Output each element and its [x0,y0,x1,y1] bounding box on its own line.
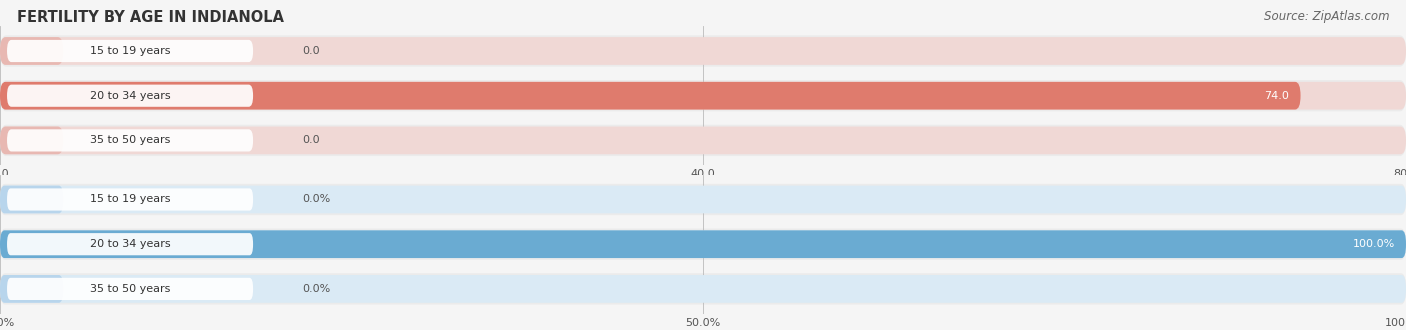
Text: 0.0: 0.0 [302,135,321,146]
Text: FERTILITY BY AGE IN INDIANOLA: FERTILITY BY AGE IN INDIANOLA [17,10,284,25]
FancyBboxPatch shape [0,230,1406,258]
FancyBboxPatch shape [0,82,1406,110]
FancyBboxPatch shape [0,184,1406,215]
Text: 100.0%: 100.0% [1353,239,1395,249]
FancyBboxPatch shape [0,126,1406,154]
FancyBboxPatch shape [7,84,253,107]
FancyBboxPatch shape [0,229,1406,260]
FancyBboxPatch shape [7,40,253,62]
Text: 15 to 19 years: 15 to 19 years [90,194,170,205]
FancyBboxPatch shape [0,230,1406,258]
FancyBboxPatch shape [7,188,253,211]
FancyBboxPatch shape [0,37,1406,65]
FancyBboxPatch shape [0,80,1406,111]
FancyBboxPatch shape [0,273,1406,305]
FancyBboxPatch shape [0,125,1406,156]
FancyBboxPatch shape [7,129,253,151]
FancyBboxPatch shape [0,82,1301,110]
Text: 20 to 34 years: 20 to 34 years [90,239,170,249]
FancyBboxPatch shape [0,186,1406,214]
FancyBboxPatch shape [0,37,63,65]
Text: 35 to 50 years: 35 to 50 years [90,284,170,294]
Text: 0.0%: 0.0% [302,284,330,294]
FancyBboxPatch shape [7,233,253,255]
FancyBboxPatch shape [7,278,253,300]
Text: 35 to 50 years: 35 to 50 years [90,135,170,146]
FancyBboxPatch shape [0,35,1406,67]
Text: 0.0: 0.0 [302,46,321,56]
Text: 0.0%: 0.0% [302,194,330,205]
Text: Source: ZipAtlas.com: Source: ZipAtlas.com [1264,10,1389,23]
FancyBboxPatch shape [0,186,63,214]
Text: 15 to 19 years: 15 to 19 years [90,46,170,56]
FancyBboxPatch shape [0,275,1406,303]
Text: 20 to 34 years: 20 to 34 years [90,91,170,101]
FancyBboxPatch shape [0,126,63,154]
Text: 74.0: 74.0 [1264,91,1289,101]
FancyBboxPatch shape [0,275,63,303]
